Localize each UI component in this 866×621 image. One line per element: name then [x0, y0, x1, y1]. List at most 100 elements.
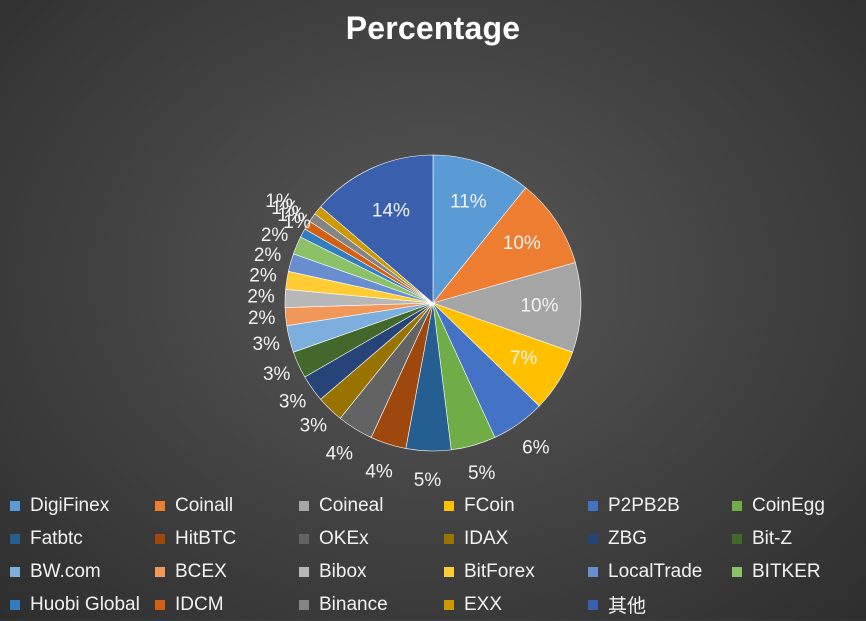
legend-label: BITKER [752, 560, 821, 582]
legend-swatch [10, 500, 20, 511]
legend-label: LocalTrade [608, 560, 703, 582]
legend-swatch [732, 500, 742, 511]
legend-label: Coinall [175, 494, 234, 516]
legend-item-okex: OKEx [299, 522, 444, 555]
legend-swatch [10, 566, 20, 577]
data-label-coinegg: 5% [468, 463, 496, 484]
legend-item-binance: Binance [299, 588, 444, 621]
legend-item-hitbtc: HitBTC [155, 522, 299, 555]
legend-label: Bibox [319, 560, 367, 582]
legend-item-coineal: Coineal [299, 489, 444, 522]
legend-swatch [299, 599, 309, 610]
legend-item-bit-z: Bit-Z [732, 522, 866, 555]
legend-item-localtrade: LocalTrade [588, 555, 732, 588]
legend-label: BW.com [30, 560, 101, 582]
legend-swatch [588, 566, 598, 577]
legend-item-bitker: BITKER [732, 555, 866, 588]
legend-swatch [732, 566, 742, 577]
legend-label: IDCM [175, 593, 224, 615]
legend-label: OKEx [319, 527, 369, 549]
pie-slice-coinall [432, 187, 576, 304]
legend-item-idcm: IDCM [155, 588, 299, 621]
legend-swatch [155, 500, 165, 511]
legend-item-other: 其他 [588, 588, 732, 621]
data-label-coineal: 10% [520, 295, 558, 316]
pie-slices [284, 154, 582, 452]
data-label-localtrade: 2% [254, 245, 282, 266]
data-label-binance: 1% [277, 205, 305, 226]
legend-item-coinall: Coinall [155, 489, 299, 522]
data-label-bw-com: 3% [252, 334, 280, 355]
data-label-okex: 4% [326, 443, 354, 464]
pie-chart: 11%10%10%7%6%5%5%4%4%3%3%3%3%2%2%2%2%2%1… [247, 154, 582, 489]
chart-title: Percentage [345, 10, 521, 46]
pie-slice-other [320, 154, 434, 304]
legend-swatch [10, 599, 20, 610]
legend-label: Huobi Global [30, 593, 140, 615]
data-label-p2pb2b: 6% [522, 437, 550, 458]
legend-item-bitforex: BitForex [444, 555, 588, 588]
legend-swatch [588, 533, 598, 544]
pie-slice-coineal [432, 262, 582, 353]
legend-label: HitBTC [175, 527, 237, 549]
legend-swatch [299, 533, 309, 544]
legend-item-bcex: BCEX [155, 555, 299, 588]
legend-label: FCoin [464, 494, 515, 516]
pie-slice-digifinex [432, 154, 527, 304]
legend-item-p2pb2b: P2PB2B [588, 489, 732, 522]
data-label-fatbtc: 5% [414, 470, 442, 489]
legend-item-huobi-global: Huobi Global [10, 588, 155, 621]
legend-swatch [444, 500, 454, 511]
data-label-digifinex: 11% [450, 192, 487, 213]
legend-label: BitForex [464, 560, 535, 582]
legend-label: IDAX [464, 527, 509, 549]
legend-item-fcoin: FCoin [444, 489, 588, 522]
legend-item-idax: IDAX [444, 522, 588, 555]
data-label-hitbtc: 4% [365, 462, 393, 483]
data-label-bitker: 2% [261, 225, 289, 246]
data-label-bcex: 2% [248, 308, 276, 329]
data-label-idax: 3% [300, 416, 328, 437]
legend-swatch [155, 533, 165, 544]
data-label-bit-z: 3% [263, 364, 291, 385]
legend-label: DigiFinex [30, 494, 110, 516]
data-label-bibox: 2% [247, 287, 275, 308]
legend-label: 其他 [608, 596, 647, 617]
legend-label: Fatbtc [30, 527, 83, 549]
legend-label: ZBG [608, 527, 648, 549]
legend-swatch [732, 533, 742, 544]
legend-item-fatbtc: Fatbtc [10, 522, 155, 555]
legend-swatch [444, 533, 454, 544]
legend-swatch [299, 500, 309, 511]
chart-legend: DigiFinex Coinall Coineal FCoin P2PB2B CoinEg… [10, 489, 866, 621]
legend-label: EXX [464, 593, 503, 615]
pie-data-labels: 11%10%10%7%6%5%5%4%4%3%3%3%3%2%2%2%2%2%1… [247, 191, 558, 489]
legend-label: CoinEgg [752, 494, 825, 516]
legend-item-exx: EXX [444, 588, 588, 621]
data-label-exx: 1% [283, 212, 311, 233]
legend-item-bibox: Bibox [299, 555, 444, 588]
legend-label: Bit-Z [752, 527, 793, 549]
legend-swatch [299, 566, 309, 577]
legend-item-digifinex: DigiFinex [10, 489, 155, 522]
legend-label: Binance [319, 593, 388, 615]
data-label-fcoin: 7% [510, 348, 538, 369]
legend-label: Coineal [319, 494, 384, 516]
data-label-zbg: 3% [279, 391, 307, 412]
legend-item-zbg: ZBG [588, 522, 732, 555]
legend-swatch [588, 599, 598, 610]
data-label-other: 14% [372, 201, 410, 222]
legend-item-bw-com: BW.com [10, 555, 155, 588]
legend-swatch [444, 566, 454, 577]
legend-label: BCEX [175, 560, 227, 582]
data-label-huobi-global: 1% [265, 191, 293, 212]
legend-swatch [155, 599, 165, 610]
legend-swatch [444, 599, 454, 610]
legend-swatch [588, 500, 598, 511]
legend-swatch [155, 566, 165, 577]
legend-label: P2PB2B [608, 494, 680, 516]
data-label-coinall: 10% [503, 233, 541, 254]
data-label-bitforex: 2% [249, 266, 277, 287]
legend-swatch [10, 533, 20, 544]
data-label-idcm: 1% [271, 198, 299, 219]
